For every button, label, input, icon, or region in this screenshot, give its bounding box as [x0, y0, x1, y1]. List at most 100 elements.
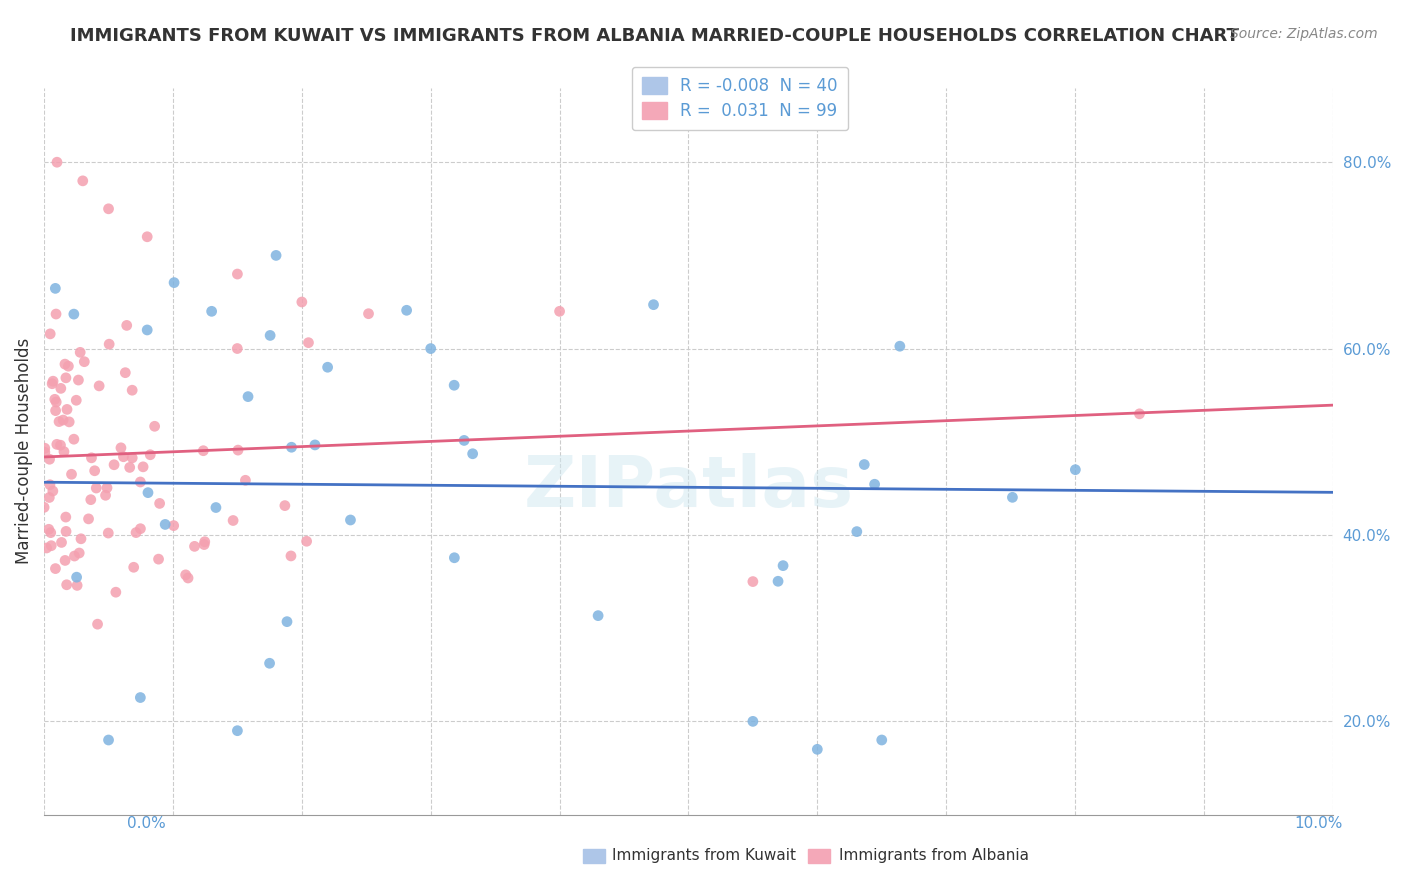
Point [45, 403, 67, 417]
Point [77, 512, 100, 526]
Point [53, 553, 76, 567]
Point [889, 339, 911, 353]
Point [129, 475, 152, 489]
Point [44, 561, 66, 575]
Point [149, 496, 172, 510]
Point [80, 492, 103, 507]
Point [845, 524, 868, 539]
Point [114, 366, 136, 380]
Point [297, 335, 319, 350]
Point [39, 539, 62, 553]
Point [84, 481, 107, 495]
Point [226, 342, 249, 356]
Point [453, 434, 475, 448]
Point [55, 578, 77, 592]
Point [122, 560, 145, 574]
Point [45, 437, 67, 451]
Point [39, 477, 62, 491]
Point [51, 535, 73, 549]
Point [295, 534, 318, 549]
Point [83, 464, 105, 478]
Point [357, 307, 380, 321]
Point [94, 488, 117, 502]
Point [115, 318, 138, 333]
Point [41, 376, 63, 391]
Point [53, 444, 76, 458]
Point [89, 379, 111, 393]
Point [97, 733, 120, 747]
Point [69, 345, 91, 359]
Point [741, 714, 763, 729]
Point [259, 657, 281, 671]
Point [55, 371, 77, 385]
Point [97, 202, 120, 216]
Point [32, 500, 55, 515]
Point [806, 742, 828, 756]
Point [58, 415, 80, 429]
Point [1001, 491, 1024, 505]
Point [65, 393, 87, 408]
Point [304, 438, 326, 452]
Point [143, 419, 166, 434]
Point [98, 337, 121, 351]
Text: Immigrants from Kuwait: Immigrants from Kuwait [612, 848, 796, 863]
Point [1064, 463, 1087, 477]
Point [86, 617, 108, 632]
Point [38, 491, 60, 505]
Point [55, 524, 77, 539]
Text: ZIPatlas: ZIPatlas [523, 453, 853, 522]
Point [63, 432, 86, 446]
Point [63, 307, 86, 321]
Point [65, 570, 87, 584]
Point [236, 390, 259, 404]
Point [183, 540, 205, 554]
Point [55, 510, 77, 524]
Text: IMMIGRANTS FROM KUWAIT VS IMMIGRANTS FROM ALBANIA MARRIED-COUPLE HOUSEHOLDS CORR: IMMIGRANTS FROM KUWAIT VS IMMIGRANTS FRO… [70, 27, 1239, 45]
Point [58, 359, 80, 374]
Point [97, 526, 120, 541]
Point [316, 360, 339, 375]
Point [132, 459, 155, 474]
Point [125, 525, 148, 540]
Point [67, 546, 90, 560]
Point [42, 374, 65, 388]
Point [44, 281, 66, 295]
Point [73, 354, 96, 368]
Point [419, 342, 441, 356]
Point [38, 522, 60, 536]
Point [39, 326, 62, 341]
Point [112, 450, 135, 464]
Point [56, 402, 79, 417]
Point [38, 452, 60, 467]
Point [193, 443, 215, 458]
Point [548, 304, 571, 318]
Point [121, 383, 143, 397]
Point [60, 467, 83, 482]
Text: 0.0%: 0.0% [127, 816, 166, 831]
Point [70, 532, 93, 546]
Text: 10.0%: 10.0% [1295, 816, 1343, 831]
Point [136, 323, 159, 337]
Point [110, 441, 132, 455]
Point [44, 392, 66, 407]
Point [443, 550, 465, 565]
Point [153, 517, 176, 532]
Point [129, 690, 152, 705]
Point [193, 537, 215, 551]
Point [67, 373, 90, 387]
Text: Source: ZipAtlas.com: Source: ZipAtlas.com [1230, 27, 1378, 41]
Point [163, 276, 186, 290]
Point [226, 267, 249, 281]
Y-axis label: Married-couple Households: Married-couple Households [15, 338, 32, 565]
Point [1128, 407, 1150, 421]
Point [121, 450, 143, 465]
Point [35, 541, 58, 555]
Point [280, 440, 302, 454]
Point [291, 295, 314, 310]
Point [853, 458, 876, 472]
Point [45, 395, 67, 409]
Point [148, 552, 170, 566]
Point [177, 571, 200, 585]
Point [39, 525, 62, 540]
Point [226, 723, 249, 738]
